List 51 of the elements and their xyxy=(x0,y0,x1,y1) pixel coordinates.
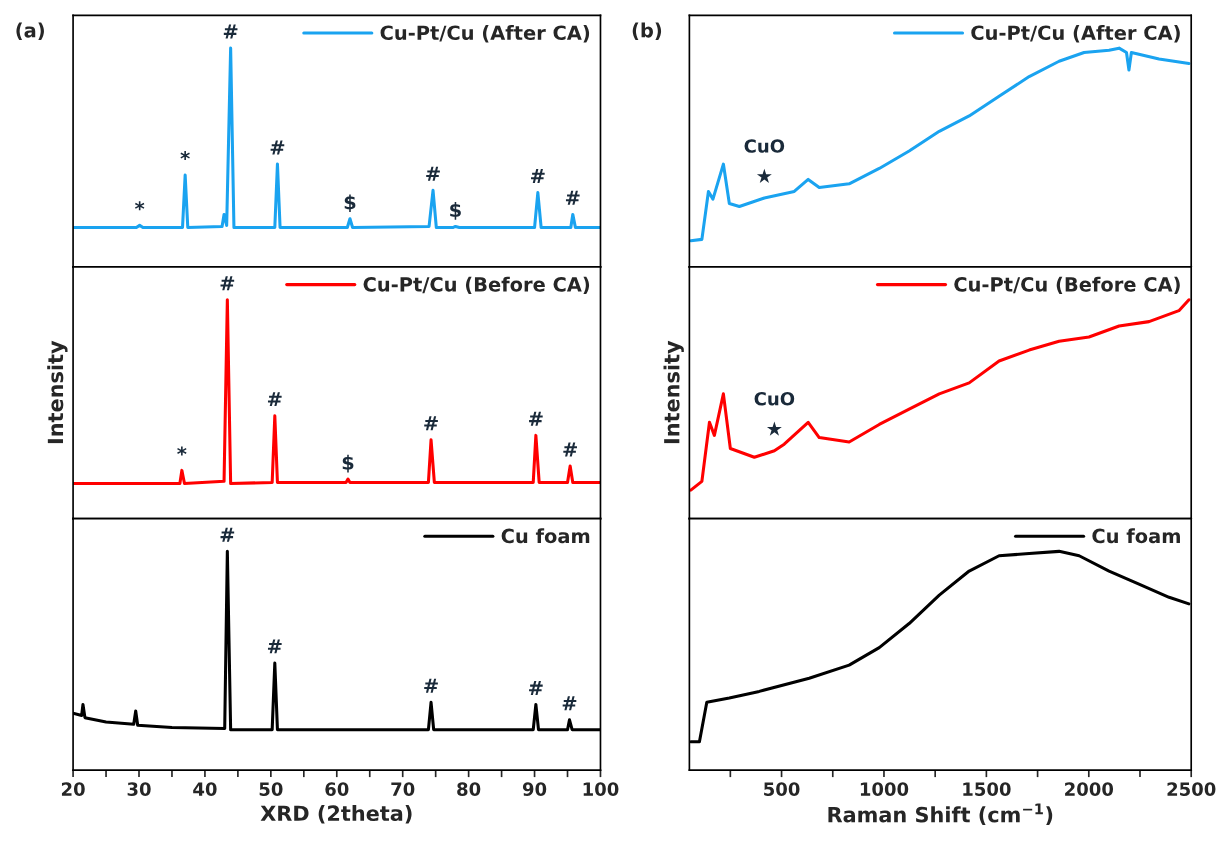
text: (b) xyxy=(632,22,662,40)
x-tick-label: 500 xyxy=(764,782,800,796)
annotation: $ xyxy=(342,454,354,473)
annotation: # xyxy=(531,168,545,183)
legend-label: Cu foam xyxy=(1092,528,1180,544)
x-axis-title: XRD (2theta) xyxy=(260,804,412,824)
x-tick-label: 90 xyxy=(522,782,547,796)
x-tick-label: 100 xyxy=(583,782,619,796)
annotation: # xyxy=(424,678,438,693)
annotation: $ xyxy=(344,194,356,213)
legend-label: Cu-Pt/Cu (Before CA) xyxy=(363,276,590,294)
annotation: # xyxy=(270,140,285,155)
x-tick-label: 1000 xyxy=(860,782,909,796)
annotation: # xyxy=(220,276,235,291)
annotation: * xyxy=(177,446,187,456)
x-tick-label: 80 xyxy=(457,782,481,796)
legend-label: Cu-Pt/Cu (Before CA) xyxy=(954,276,1180,294)
annotation: # xyxy=(267,639,282,654)
y-axis-title: Intensity xyxy=(663,340,684,444)
annotation: * xyxy=(180,151,190,161)
x-tick-label: 20 xyxy=(61,782,85,796)
x-axis-title: Raman Shift (cm$^{−1}$) xyxy=(828,803,1053,825)
x-tick-label: 2000 xyxy=(1065,782,1114,796)
x-tick-label: 60 xyxy=(325,782,349,796)
x-tick-label: 1500 xyxy=(963,782,1011,796)
x-tick-label: 30 xyxy=(127,782,151,796)
x-tick-label: 40 xyxy=(193,782,217,796)
annotation: # xyxy=(223,24,238,39)
annotation: # xyxy=(562,696,577,711)
text: (a) xyxy=(16,22,44,40)
annotation: # xyxy=(529,411,543,426)
annotation: CuO xyxy=(754,391,795,406)
annotation: # xyxy=(563,442,577,457)
annotation: ★ xyxy=(766,421,782,436)
annotation: # xyxy=(565,190,580,205)
annotation: # xyxy=(220,527,235,542)
y-axis-title: Intensity xyxy=(47,340,68,444)
annotation: # xyxy=(529,680,543,695)
legend-label: Cu foam xyxy=(501,528,590,544)
legend-label: Cu-Pt/Cu (After CA) xyxy=(380,25,590,43)
annotation: # xyxy=(426,166,440,181)
legend-label: Cu-Pt/Cu (After CA) xyxy=(971,25,1180,43)
annotation: # xyxy=(267,392,282,407)
x-tick-label: 70 xyxy=(391,782,415,796)
annotation: ★ xyxy=(756,168,772,183)
annotation: $ xyxy=(450,202,461,220)
annotation: CuO xyxy=(744,139,785,153)
annotation: # xyxy=(424,416,438,431)
annotation: * xyxy=(134,201,145,211)
x-tick-label: 50 xyxy=(259,782,283,796)
x-tick-label: 2500 xyxy=(1167,782,1216,796)
